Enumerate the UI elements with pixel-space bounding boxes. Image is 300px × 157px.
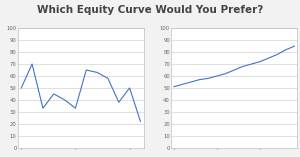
Text: Which Equity Curve Would You Prefer?: Which Equity Curve Would You Prefer?: [37, 5, 263, 15]
